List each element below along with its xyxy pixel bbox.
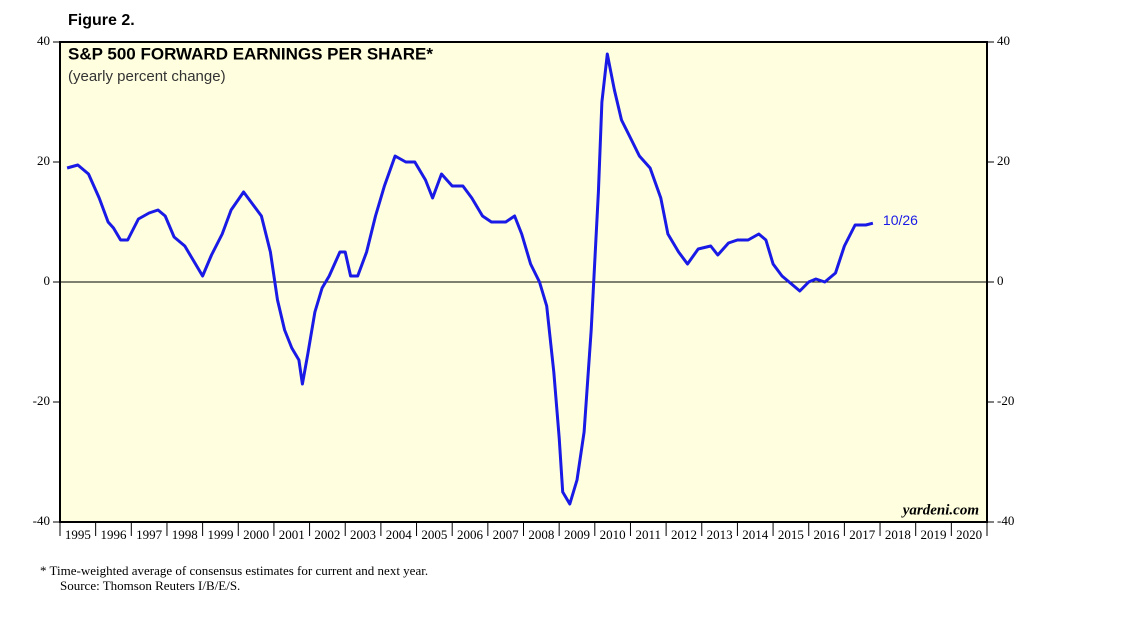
x-tick-label: 2011 bbox=[636, 527, 662, 542]
x-tick-label: 1997 bbox=[136, 527, 163, 542]
x-tick-label: 2013 bbox=[707, 527, 733, 542]
figure-label: Figure 2. bbox=[68, 12, 135, 29]
x-tick-label: 1995 bbox=[65, 527, 91, 542]
x-tick-label: 2009 bbox=[564, 527, 590, 542]
y2-tick-label: -40 bbox=[997, 513, 1014, 528]
x-tick-label: 2014 bbox=[742, 527, 769, 542]
end-label: 10/26 bbox=[883, 212, 918, 228]
x-tick-label: 2000 bbox=[243, 527, 269, 542]
x-tick-label: 2005 bbox=[421, 527, 447, 542]
x-tick-label: 2004 bbox=[386, 527, 413, 542]
x-tick-label: 2010 bbox=[600, 527, 626, 542]
y2-tick-label: 40 bbox=[997, 33, 1010, 48]
x-tick-label: 2006 bbox=[457, 527, 484, 542]
x-tick-label: 2008 bbox=[528, 527, 554, 542]
y-tick-label: 0 bbox=[44, 273, 51, 288]
y-tick-label: -20 bbox=[33, 393, 50, 408]
watermark: yardeni.com bbox=[901, 502, 979, 518]
x-tick-label: 2007 bbox=[493, 527, 520, 542]
y2-tick-label: 0 bbox=[997, 273, 1004, 288]
x-tick-label: 1999 bbox=[207, 527, 233, 542]
line-series bbox=[66, 52, 874, 506]
x-tick-label: 2017 bbox=[849, 527, 876, 542]
chart-title: S&P 500 FORWARD EARNINGS PER SHARE* bbox=[68, 44, 433, 63]
y-tick-label: 40 bbox=[37, 33, 50, 48]
x-tick-label: 2002 bbox=[314, 527, 340, 542]
x-tick-label: 2001 bbox=[279, 527, 305, 542]
x-tick-label: 2012 bbox=[671, 527, 697, 542]
y2-tick-label: -20 bbox=[997, 393, 1014, 408]
x-tick-label: 2015 bbox=[778, 527, 804, 542]
x-tick-label: 2019 bbox=[921, 527, 947, 542]
y-tick-label: -40 bbox=[33, 513, 50, 528]
footnote: * Time-weighted average of consensus est… bbox=[40, 563, 428, 578]
y-tick-label: 20 bbox=[37, 153, 50, 168]
x-tick-label: 2016 bbox=[814, 527, 841, 542]
x-tick-label: 1998 bbox=[172, 527, 198, 542]
x-tick-label: 1996 bbox=[100, 527, 127, 542]
x-tick-label: 2020 bbox=[956, 527, 982, 542]
x-tick-label: 2018 bbox=[885, 527, 911, 542]
source: Source: Thomson Reuters I/B/E/S. bbox=[60, 578, 240, 593]
y2-tick-label: 20 bbox=[997, 153, 1010, 168]
chart-subtitle: (yearly percent change) bbox=[68, 68, 226, 85]
x-tick-label: 2003 bbox=[350, 527, 376, 542]
